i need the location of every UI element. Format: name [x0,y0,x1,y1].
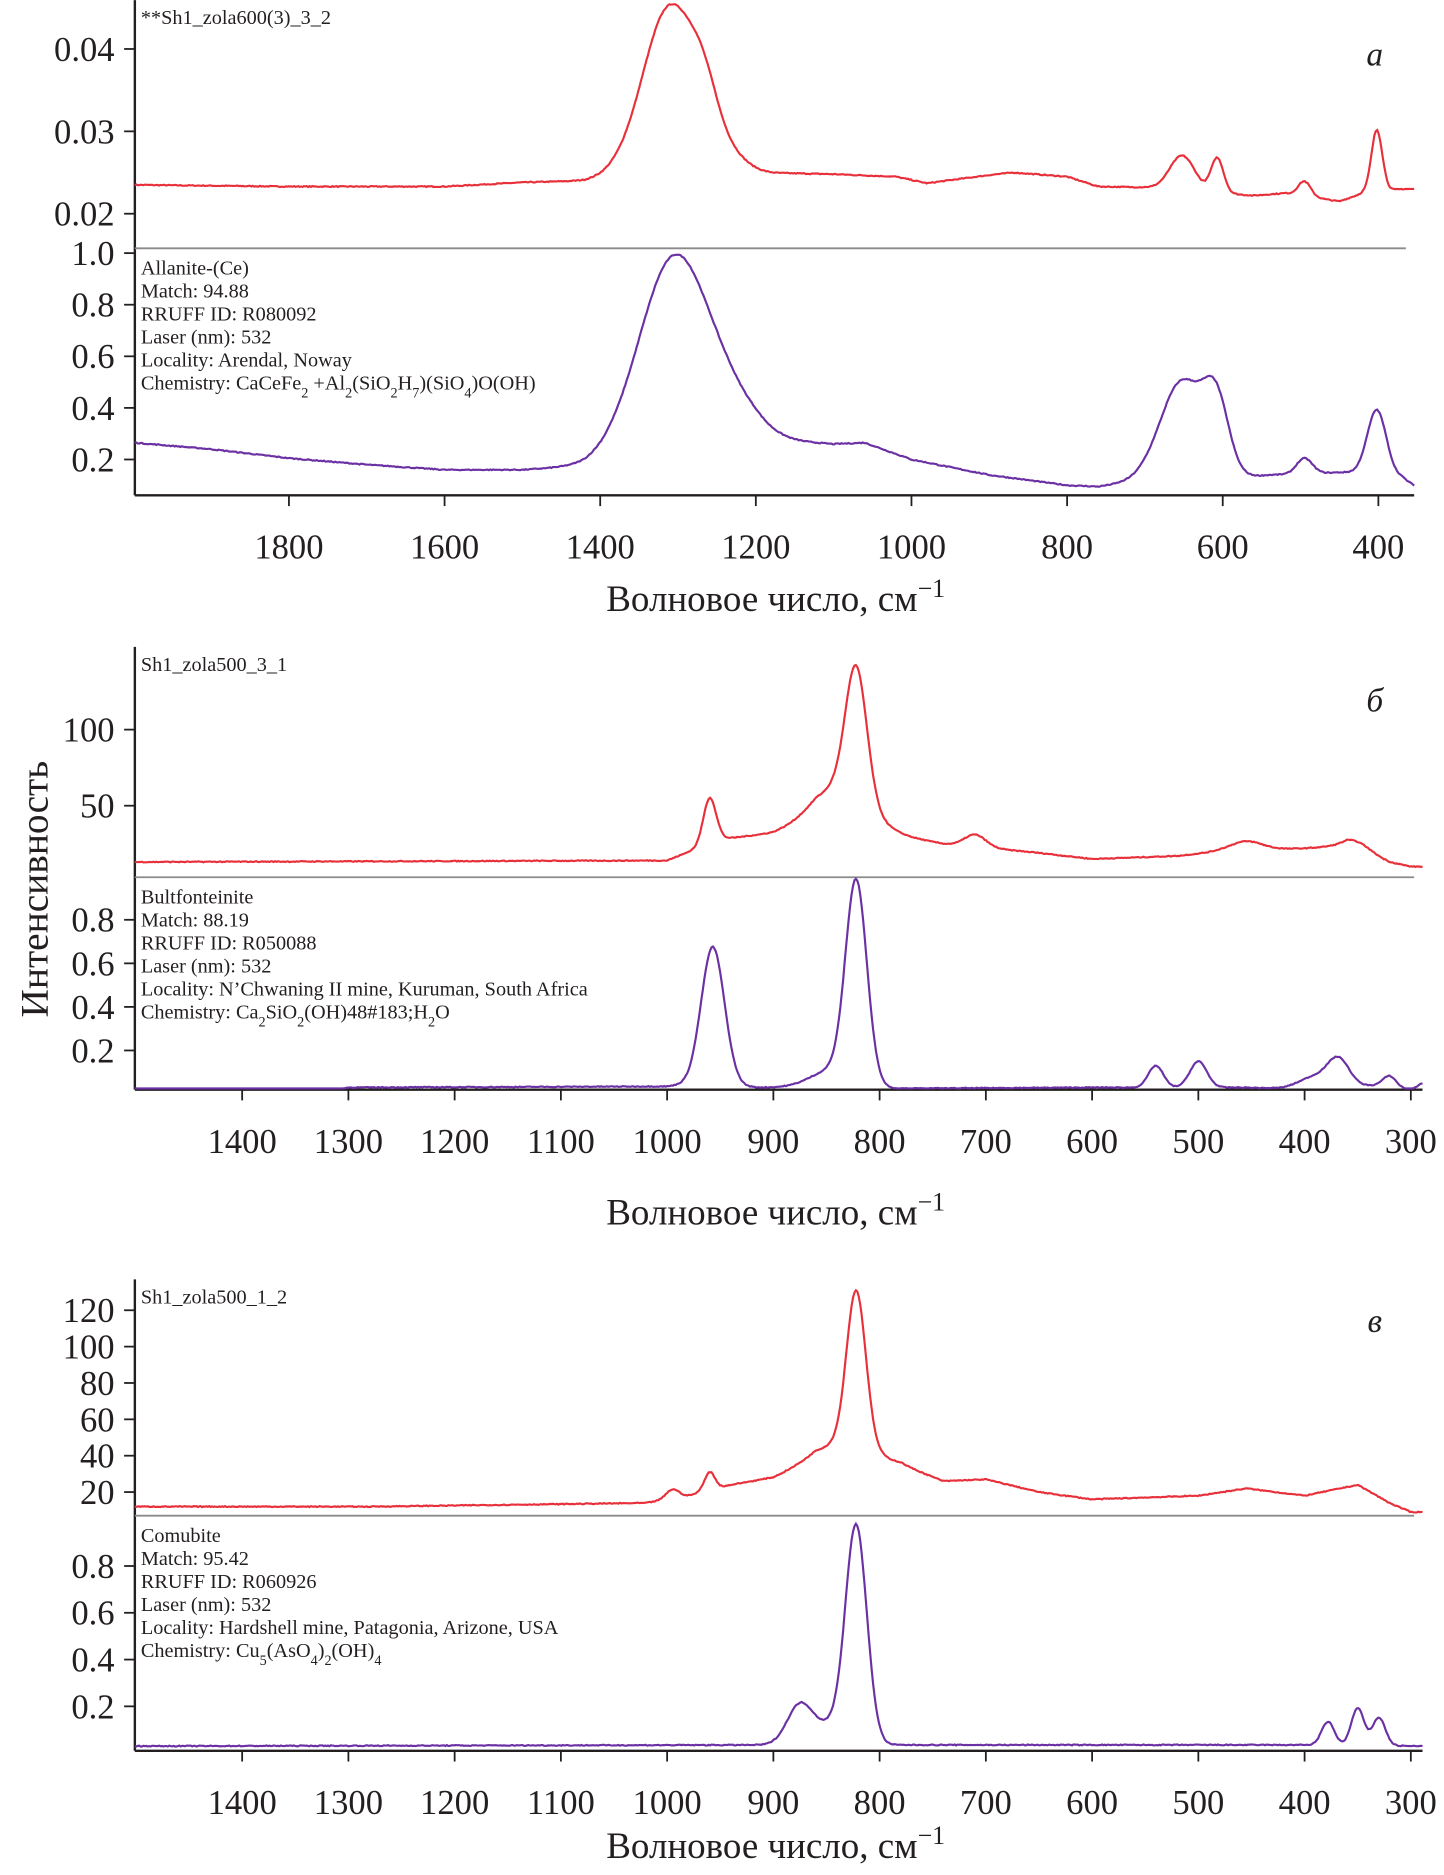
x-tick-label: 400 [1279,1123,1331,1161]
x-axis-label: Волновое число, см−1 [606,574,945,621]
x-tick-label: 500 [1172,1123,1224,1161]
x-tick-label: 700 [960,1123,1012,1161]
reference-info-line: Bultfonteinite [141,886,254,908]
sample-spectrum-line [134,3,1415,203]
x-tick-label: 1800 [254,529,323,567]
y-axis-label: Интенсивность [13,761,57,1018]
y-tick-label: 0.8 [71,1548,114,1586]
y-tick-label: 0.6 [71,338,114,376]
x-tick-label: 1400 [208,1784,277,1822]
x-tick-label: 1000 [633,1123,702,1161]
y-tick-label: 0.8 [71,287,114,325]
x-tick-label: 1200 [420,1123,489,1161]
sample-spectrum-line [134,1288,1423,1514]
reference-info-line: Chemistry: Cu5(AsO4)2(OH)4 [141,1640,382,1669]
x-tick-label: 1400 [566,529,635,567]
y-tick-label: 0.8 [71,902,114,940]
y-tick-label: 40 [80,1438,115,1476]
x-tick-label: 1200 [420,1784,489,1822]
x-tick-label: 800 [854,1123,906,1161]
sample-name: Sh1_zola500_1_2 [141,1286,287,1308]
reference-info-line: RRUFF ID: R060926 [141,1571,317,1593]
x-tick-label: 400 [1352,529,1404,567]
x-tick-label: 1300 [314,1123,383,1161]
reference-info-line: Locality: Hardshell mine, Patagonia, Ari… [141,1617,559,1639]
y-tick-label: 0.04 [54,31,115,69]
x-tick-label: 1000 [877,529,946,567]
x-tick-label: 900 [747,1784,799,1822]
y-tick-label: 0.6 [71,945,114,983]
reference-info-line: Match: 88.19 [141,910,249,932]
reference-info-line: Laser (nm): 532 [141,327,272,349]
x-tick-label: 500 [1172,1784,1224,1822]
y-tick-label: 100 [63,712,115,750]
sample-spectrum-line [134,663,1423,869]
x-tick-label: 400 [1279,1784,1331,1822]
x-tick-label: 600 [1197,529,1249,567]
y-tick-label: 0.4 [71,989,114,1027]
x-tick-label: 1100 [527,1784,595,1822]
y-tick-label: 0.6 [71,1595,114,1633]
reference-info-line: Comubite [141,1525,221,1547]
panel-label: б [1366,682,1384,719]
panel-1: 50 100 Sh1_zola500_3_1 0.2 0.4 0.6 0.8 Bultfont… [63,646,1437,1234]
x-tick-label: 300 [1385,1784,1437,1822]
reference-info-line: Chemistry: CaCeFe2 +Al2(SiO2H7)(SiO4)O(O… [141,373,536,402]
x-tick-label: 600 [1066,1123,1118,1161]
reference-info-line: Allanite-(Ce) [141,258,249,280]
x-tick-label: 1200 [721,529,790,567]
sample-name: **Sh1_zola600(3)_3_2 [141,7,331,29]
y-tick-label: 0.03 [54,113,115,151]
y-tick-label: 0.4 [71,1642,114,1680]
x-tick-label: 1100 [527,1123,595,1161]
reference-info-line: Chemistry: Ca2SiO2(OH)48#183;H2O [141,1002,450,1031]
y-tick-label: 20 [80,1474,115,1512]
x-tick-label: 1600 [410,529,479,567]
y-tick-label: 50 [80,788,115,826]
y-tick-label: 0.2 [71,1688,114,1726]
reference-info-line: Locality: Arendal, Noway [141,350,353,372]
reference-info-line: Match: 94.88 [141,281,249,303]
reference-info-line: Match: 95.42 [141,1548,249,1570]
panel-label: а [1366,37,1383,74]
x-tick-label: 800 [1041,529,1093,567]
panel-label: в [1368,1303,1383,1340]
sample-name: Sh1_zola500_3_1 [141,654,287,676]
reference-info-line: Laser (nm): 532 [141,956,272,978]
x-tick-label: 300 [1385,1123,1437,1161]
y-tick-label: 0.4 [71,390,114,428]
reference-spectrum-line [134,1521,1423,1748]
x-tick-label: 1000 [633,1784,702,1822]
y-tick-label: 0.2 [71,441,114,479]
y-tick-label: 1.0 [71,235,114,273]
x-axis-label: Волновое число, см−1 [606,1821,945,1867]
reference-spectrum-line [134,877,1423,1090]
panel-0: 0.02 0.03 0.04 **Sh1_zola600(3)_3_2 0.2 0.4 0.… [54,0,1415,621]
reference-info-line: Laser (nm): 532 [141,1594,272,1616]
x-tick-label: 900 [747,1123,799,1161]
x-tick-label: 600 [1066,1784,1118,1822]
reference-info-line: RRUFF ID: R080092 [141,304,317,326]
y-tick-label: 0.02 [54,196,115,234]
y-tick-label: 60 [80,1401,115,1439]
x-tick-label: 1300 [314,1784,383,1822]
reference-spectrum-line [134,253,1415,488]
x-tick-label: 700 [960,1784,1012,1822]
reference-info-line: Locality: N’Chwaning II mine, Kuruman, S… [141,979,588,1001]
y-tick-label: 80 [80,1365,115,1403]
y-tick-label: 100 [63,1329,115,1367]
x-axis-label: Волновое число, см−1 [606,1187,945,1234]
reference-info-line: RRUFF ID: R050088 [141,933,317,955]
x-tick-label: 1400 [208,1123,277,1161]
y-tick-label: 0.2 [71,1032,114,1070]
x-tick-label: 800 [854,1784,906,1822]
y-tick-label: 120 [63,1292,115,1330]
